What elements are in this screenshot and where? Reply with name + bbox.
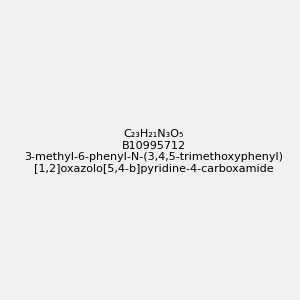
- Text: C₂₃H₂₁N₃O₅
B10995712
3-methyl-6-phenyl-N-(3,4,5-trimethoxyphenyl)
[1,2]oxazolo[5: C₂₃H₂₁N₃O₅ B10995712 3-methyl-6-phenyl-N…: [24, 129, 283, 174]
